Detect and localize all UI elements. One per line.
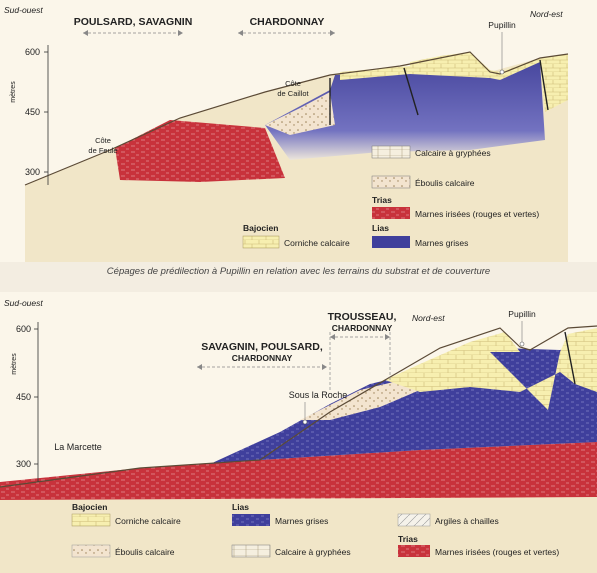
legend-marnes-grises-bottom: Marnes grises (275, 516, 328, 526)
legend-marnes-grises-top: Marnes grises (415, 238, 468, 248)
legend-argiles-bottom: Argiles à chailles (435, 516, 499, 526)
tick-600-bottom: 600 (16, 324, 31, 334)
surface-profile-bottom (0, 325, 597, 488)
marnes-grises-layer-top (265, 62, 545, 160)
direction-sw-bottom: Sud-ouest (4, 298, 43, 308)
direction-ne-top: Nord-est (530, 9, 563, 19)
grape-label-chardonnay-top: CHARDONNAY (250, 16, 325, 28)
marnes-irisees-layer-top (115, 120, 285, 182)
bottom-cross-section-svg: 600 450 300 mètres Sud-ouest Nord-est SA… (0, 298, 597, 573)
corniche-calcaire-top (410, 52, 568, 112)
legend-corniche-bottom: Corniche calcaire (115, 516, 181, 526)
bottom-cross-section-panel: 600 450 300 mètres Sud-ouest Nord-est SA… (0, 292, 597, 573)
axis-unit-bottom: mètres (11, 353, 18, 375)
grape-label-poulsard-savagnin: POULSARD, SAVAGNIN (74, 16, 193, 28)
legend-eboulis-top: Éboulis calcaire (415, 178, 475, 188)
corniche-calcaire-top-2 (340, 66, 410, 80)
legend-bottom: Bajocien Corniche calcaire Lias Marnes g… (71, 502, 559, 558)
place-pupillin-top: Pupillin (488, 20, 516, 30)
eboulis-bottom (300, 378, 420, 420)
figure-caption: Cépages de prédilection à Pupillin en re… (106, 266, 491, 277)
tick-300-top: 300 (25, 167, 40, 177)
legend-top: Calcaire à gryphées Éboulis calcaire Tri… (242, 145, 539, 249)
grape-label-chardonnay-bottom-left: CHARDONNAY (232, 353, 293, 363)
marnes-irisees-layer-bottom (0, 442, 597, 500)
legend-trias-heading-bottom: Trias (398, 534, 418, 544)
grape-label-trousseau: TROUSSEAU, (328, 311, 397, 323)
direction-ne-bottom: Nord-est (412, 313, 445, 323)
corniche-calcaire-bottom (385, 328, 597, 410)
legend-calcaire-gryphees-bottom: Calcaire à gryphées (275, 547, 351, 557)
fault-line-top-3 (539, 59, 549, 111)
direction-sw-top: Sud-ouest (4, 5, 43, 15)
place-feule-line1: Côte (95, 136, 111, 145)
legend-marnes-irisees-top: Marnes irisées (rouges et vertes) (415, 209, 539, 219)
eboulis-top (265, 92, 335, 135)
place-feule-line2: de Feule (88, 146, 117, 155)
legend-lias-heading-top: Lias (372, 223, 389, 233)
top-cross-section-panel: 600 450 300 mètres Sud-ouest Nord-est PO… (0, 0, 597, 262)
tick-300-bottom: 300 (16, 459, 31, 469)
legend-marnes-irisees-bottom: Marnes irisées (rouges et vertes) (435, 547, 559, 557)
place-la-marcette: La Marcette (54, 442, 102, 452)
legend-lias-heading-bottom: Lias (232, 502, 249, 512)
legend-eboulis-bottom: Éboulis calcaire (115, 547, 175, 557)
place-caillot-line2: de Caillot (277, 89, 309, 98)
grape-label-savagnin-poulsard: SAVAGNIN, POULSARD, (201, 341, 323, 353)
tick-450-top: 450 (25, 107, 40, 117)
surface-profile-top (24, 51, 569, 186)
place-pupillin-bottom: Pupillin (508, 309, 536, 319)
fault-line-top-2 (403, 67, 419, 116)
fault-line-bottom (564, 331, 576, 385)
axis-unit-top: mètres (10, 81, 17, 103)
place-caillot-line1: Côte (285, 79, 301, 88)
legend-corniche-top: Corniche calcaire (284, 238, 350, 248)
top-cross-section-svg: 600 450 300 mètres Sud-ouest Nord-est PO… (4, 5, 569, 262)
legend-bajocien-heading-bottom: Bajocien (72, 502, 107, 512)
legend-trias-heading-top: Trias (372, 195, 392, 205)
ground-bottom (0, 492, 597, 573)
grape-label-chardonnay-bottom-right: CHARDONNAY (332, 323, 393, 333)
legend-calcaire-gryphees-top: Calcaire à gryphées (415, 148, 491, 158)
legend-bajocien-heading-top: Bajocien (243, 223, 278, 233)
tick-450-bottom: 450 (16, 392, 31, 402)
tick-600-top: 600 (25, 47, 40, 57)
place-sous-la-roche: Sous la Roche (289, 390, 348, 400)
